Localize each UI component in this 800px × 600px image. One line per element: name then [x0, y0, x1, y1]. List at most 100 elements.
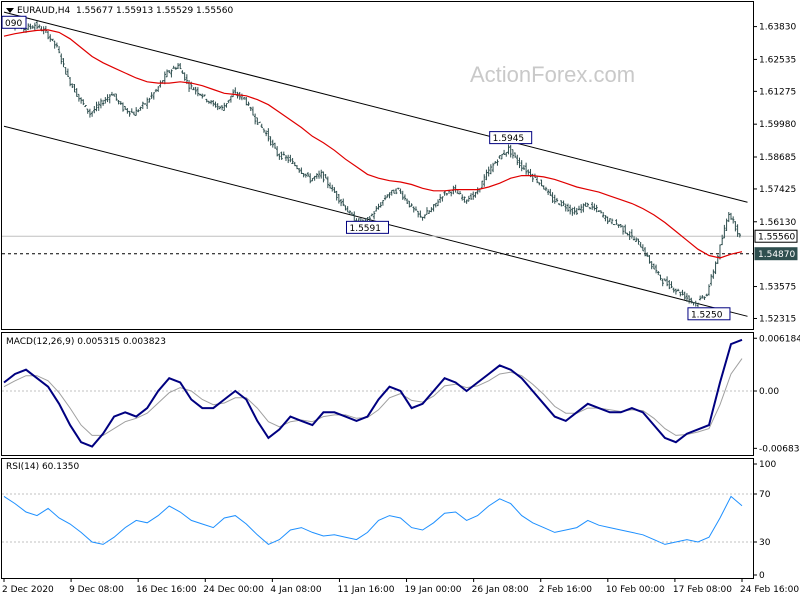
candle [123, 105, 127, 110]
candle [513, 152, 517, 158]
candle [438, 194, 442, 203]
candle [703, 296, 706, 300]
candle [410, 203, 413, 207]
candle [286, 154, 290, 164]
candle [280, 151, 283, 160]
candle [346, 206, 349, 213]
candle [278, 153, 281, 160]
y-tick-label: 0.006184 [759, 334, 800, 344]
candle [101, 99, 105, 106]
price-level-label: 1.5945 [489, 131, 533, 145]
candle [604, 215, 607, 222]
candle [427, 210, 431, 214]
candle [170, 69, 173, 78]
candle [670, 281, 673, 289]
x-tick-label: 24 Dec 00:00 [203, 585, 264, 595]
candle [535, 176, 539, 184]
candle [687, 295, 691, 304]
candle [46, 30, 50, 40]
level-price-box: 1.54870 [754, 247, 798, 261]
candle [637, 238, 640, 245]
candle [29, 23, 32, 30]
candle [500, 154, 504, 160]
candle [249, 106, 252, 111]
candle [73, 84, 76, 93]
candle [227, 99, 230, 104]
candle [137, 109, 140, 113]
candle [527, 169, 530, 176]
price-box-text: 1.54870 [758, 250, 795, 260]
candle [707, 284, 711, 296]
price-level-label: 090 [1, 15, 27, 29]
macd-main-line [3, 338, 743, 448]
candle [223, 102, 226, 111]
candle [311, 178, 314, 182]
candle [225, 102, 228, 108]
rsi-title: RSI(14) 60.1350 [6, 462, 79, 472]
candle [401, 190, 404, 200]
x-tick-label: 2 Dec 2020 [2, 585, 54, 595]
header-low: 1.55529 [156, 6, 193, 16]
candle [641, 244, 645, 252]
candle [676, 288, 680, 292]
y-tick-label: 30 [759, 538, 771, 548]
candle [654, 264, 658, 274]
candle [461, 194, 464, 201]
candle [520, 160, 523, 172]
candle [82, 99, 85, 106]
candle [643, 247, 647, 257]
candle [342, 198, 345, 207]
candle [245, 96, 248, 106]
candle [209, 100, 213, 105]
candle [436, 199, 440, 207]
candle [403, 194, 407, 201]
candle [610, 218, 614, 225]
candle [474, 191, 477, 198]
price-level-label-text: 090 [5, 19, 22, 29]
candle [317, 170, 321, 179]
candle [97, 101, 100, 111]
candle [379, 202, 382, 208]
x-tick-label: 24 Feb 16:00 [740, 585, 799, 595]
candle [639, 241, 642, 248]
candle [157, 86, 160, 92]
candle [375, 206, 378, 212]
candle [564, 203, 567, 212]
candle [75, 88, 78, 97]
candle [55, 42, 59, 48]
candle [542, 185, 545, 190]
candle [84, 105, 87, 108]
price-level-labels: 1.5945 1.5591 1.5250 090 [1, 15, 731, 321]
candle [174, 66, 178, 70]
dropdown-triangle-icon[interactable] [6, 8, 14, 13]
candle [502, 149, 506, 155]
candle [553, 194, 556, 204]
candle [511, 149, 515, 159]
rsi-panel [1, 458, 754, 579]
candle [590, 202, 594, 210]
candle [412, 206, 415, 213]
candle [738, 233, 741, 238]
candle [467, 195, 471, 202]
candle [110, 91, 114, 96]
candle [313, 175, 316, 181]
candle [729, 212, 733, 220]
candle [99, 98, 103, 109]
macd-panel [1, 332, 754, 456]
candle [388, 192, 391, 199]
channel-upper-line [3, 11, 748, 203]
candle [104, 97, 107, 104]
candle [68, 77, 72, 87]
candle [628, 231, 631, 240]
candle [220, 105, 224, 111]
candle [108, 94, 111, 104]
candle [134, 107, 138, 116]
candle [386, 194, 389, 198]
candle [714, 261, 717, 275]
candle [434, 202, 437, 208]
candle [275, 146, 279, 157]
candle [77, 93, 81, 102]
candle [291, 157, 294, 165]
candle [183, 72, 186, 81]
candle [617, 224, 620, 228]
